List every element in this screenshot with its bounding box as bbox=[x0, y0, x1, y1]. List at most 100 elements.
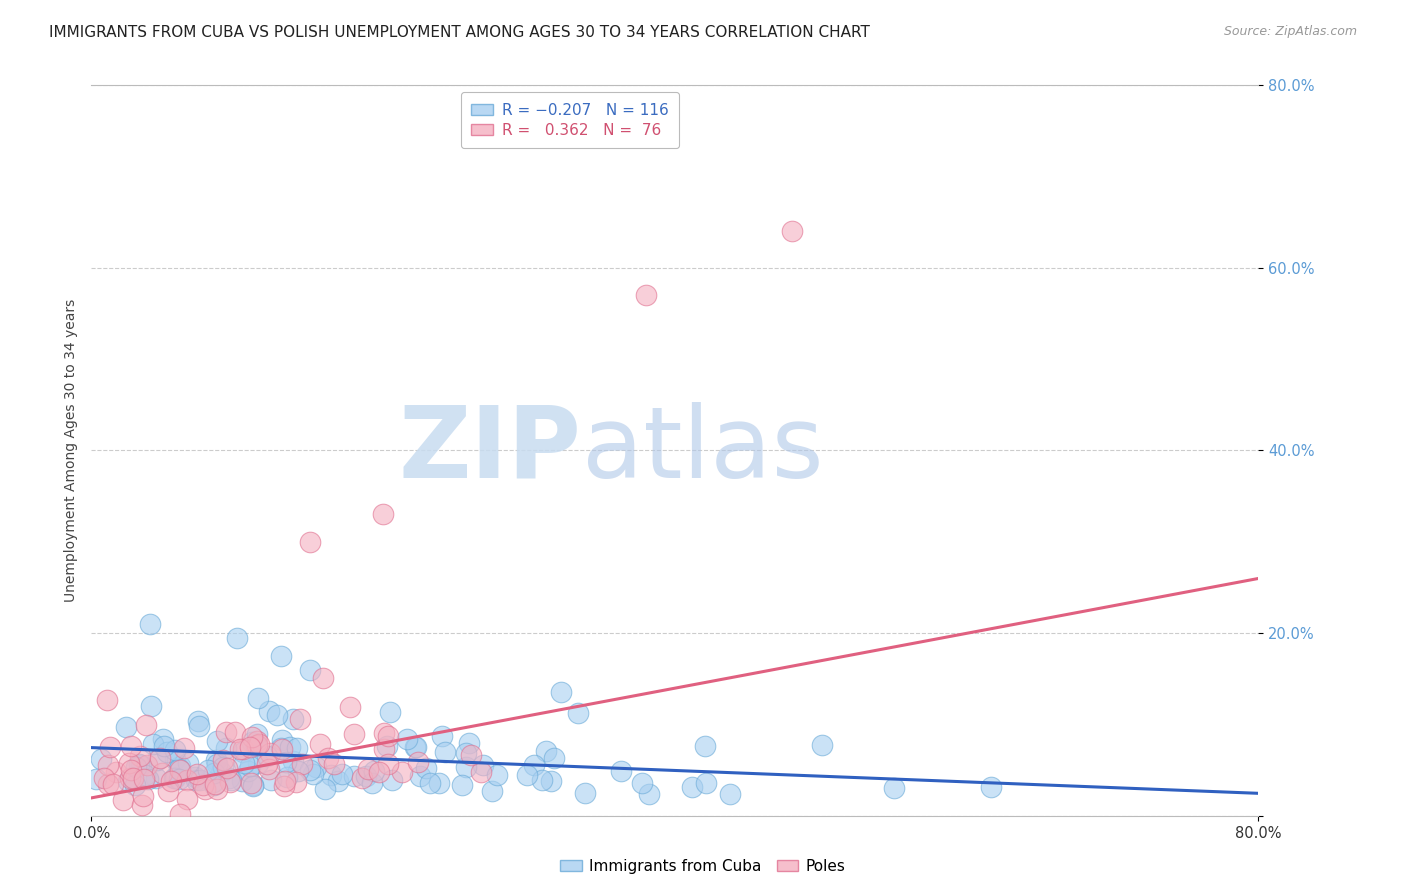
Point bbox=[283, 755, 305, 769]
Point bbox=[215, 724, 238, 739]
Point bbox=[136, 772, 159, 787]
Point bbox=[256, 756, 278, 771]
Point bbox=[90, 752, 112, 766]
Point bbox=[523, 758, 546, 772]
Point bbox=[288, 713, 311, 727]
Point bbox=[239, 740, 262, 755]
Point bbox=[205, 757, 228, 772]
Point bbox=[97, 758, 120, 772]
Point bbox=[451, 778, 474, 792]
Point bbox=[190, 772, 212, 787]
Point bbox=[211, 759, 233, 773]
Point bbox=[256, 749, 278, 764]
Point bbox=[291, 757, 314, 772]
Point bbox=[352, 771, 374, 785]
Point bbox=[160, 774, 183, 789]
Point bbox=[134, 768, 156, 782]
Point bbox=[239, 775, 262, 789]
Point bbox=[257, 705, 280, 719]
Point bbox=[609, 764, 631, 779]
Point bbox=[371, 508, 394, 522]
Point bbox=[246, 739, 269, 753]
Point bbox=[270, 732, 292, 747]
Point bbox=[218, 771, 240, 785]
Point bbox=[229, 742, 252, 756]
Point bbox=[316, 750, 339, 764]
Point bbox=[131, 789, 153, 804]
Point bbox=[142, 738, 165, 752]
Point bbox=[460, 748, 482, 763]
Point bbox=[354, 769, 377, 783]
Point bbox=[132, 772, 155, 786]
Point bbox=[93, 772, 115, 786]
Point bbox=[219, 773, 242, 788]
Point bbox=[780, 224, 803, 238]
Point bbox=[302, 767, 325, 781]
Point bbox=[86, 772, 108, 786]
Point bbox=[149, 751, 172, 765]
Point bbox=[169, 759, 191, 773]
Point bbox=[309, 737, 332, 751]
Point bbox=[226, 631, 249, 645]
Point bbox=[395, 732, 418, 747]
Point bbox=[176, 772, 198, 787]
Point bbox=[246, 734, 269, 748]
Point bbox=[377, 757, 399, 772]
Point bbox=[470, 764, 492, 779]
Point bbox=[266, 708, 288, 723]
Point bbox=[378, 705, 401, 719]
Point bbox=[631, 776, 654, 790]
Point bbox=[405, 739, 427, 754]
Point bbox=[202, 766, 225, 780]
Point bbox=[242, 778, 264, 792]
Point bbox=[240, 731, 263, 745]
Point bbox=[516, 768, 538, 782]
Point bbox=[531, 773, 554, 788]
Point bbox=[271, 742, 294, 756]
Point bbox=[202, 778, 225, 792]
Point bbox=[146, 753, 169, 767]
Point bbox=[247, 690, 270, 705]
Point bbox=[118, 771, 141, 785]
Text: ZIP: ZIP bbox=[399, 402, 582, 499]
Point bbox=[215, 760, 238, 774]
Point bbox=[695, 776, 717, 790]
Legend: Immigrants from Cuba, Poles: Immigrants from Cuba, Poles bbox=[554, 853, 852, 880]
Point bbox=[406, 755, 429, 769]
Point bbox=[637, 787, 659, 801]
Point bbox=[176, 791, 198, 805]
Point bbox=[238, 764, 260, 779]
Point bbox=[128, 756, 150, 771]
Point bbox=[419, 776, 441, 790]
Point bbox=[259, 762, 281, 776]
Point bbox=[634, 288, 657, 302]
Point bbox=[314, 781, 336, 796]
Point bbox=[305, 760, 328, 774]
Point bbox=[136, 757, 159, 772]
Point bbox=[163, 771, 186, 785]
Point bbox=[167, 772, 190, 786]
Point bbox=[259, 746, 281, 760]
Point bbox=[312, 671, 335, 685]
Point bbox=[363, 764, 385, 778]
Point bbox=[404, 740, 426, 755]
Point bbox=[377, 729, 399, 743]
Point bbox=[373, 742, 395, 756]
Text: atlas: atlas bbox=[582, 402, 823, 499]
Point bbox=[323, 756, 346, 771]
Point bbox=[328, 774, 350, 789]
Point bbox=[139, 698, 162, 713]
Point bbox=[121, 771, 143, 785]
Point bbox=[184, 770, 207, 784]
Point bbox=[287, 741, 309, 756]
Point bbox=[120, 739, 142, 754]
Point bbox=[239, 759, 262, 773]
Point bbox=[204, 776, 226, 790]
Point bbox=[129, 758, 152, 772]
Point bbox=[194, 782, 217, 797]
Point bbox=[247, 737, 270, 751]
Point bbox=[215, 741, 238, 756]
Point bbox=[131, 798, 153, 813]
Point bbox=[299, 663, 322, 677]
Point bbox=[681, 780, 703, 794]
